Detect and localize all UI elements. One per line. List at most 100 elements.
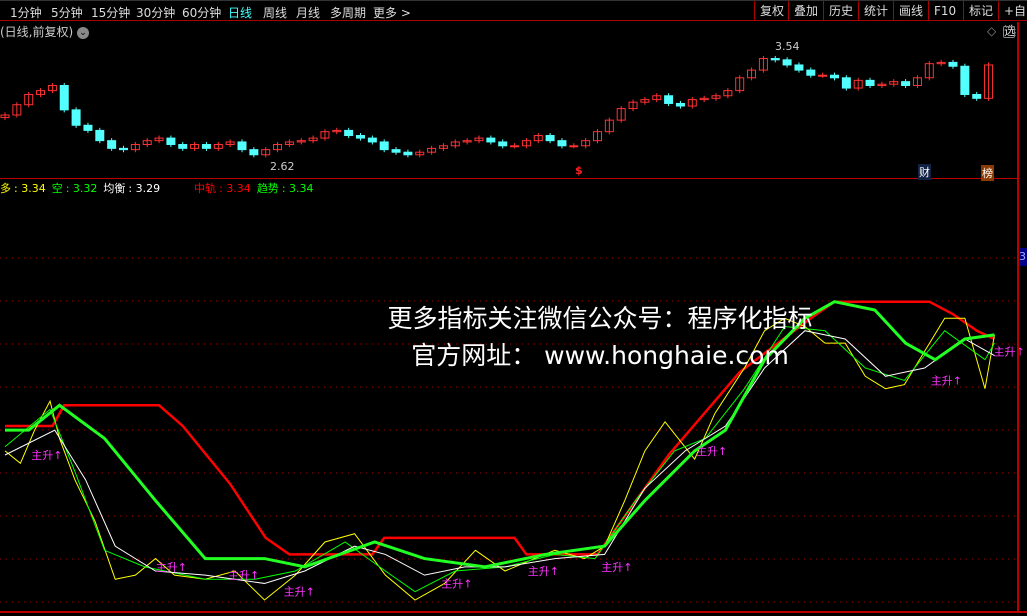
- candle-body: [296, 140, 306, 143]
- high-price-label: 3.54: [775, 40, 800, 53]
- candle-body: [486, 137, 496, 143]
- signal-label: 主升↑: [156, 561, 187, 574]
- candle-body: [794, 64, 804, 71]
- candle-body: [593, 131, 602, 142]
- candle-body: [213, 144, 223, 149]
- candle-body: [95, 129, 105, 142]
- candle-body: [249, 149, 259, 156]
- candle-body: [758, 58, 768, 71]
- tool-button-2[interactable]: 历史: [823, 1, 858, 21]
- dollar-marker[interactable]: $: [575, 164, 583, 177]
- candle-body: [71, 109, 81, 126]
- tool-button-1[interactable]: 叠加: [788, 1, 823, 21]
- candle-body: [415, 151, 425, 156]
- legend-label: 均衡: [103, 182, 126, 195]
- period-tab-1[interactable]: 5分钟: [51, 6, 83, 20]
- signal-label: 主升↑: [528, 565, 559, 578]
- legend-label: 趋势: [256, 182, 279, 195]
- right-axis-line: [1017, 22, 1019, 612]
- candle-body: [391, 149, 401, 153]
- tool-button-3[interactable]: 统计: [858, 1, 893, 21]
- candle-body: [24, 93, 34, 106]
- candle-body: [474, 137, 484, 142]
- candle-body: [569, 145, 579, 148]
- watermark-line2: 官方网址： www.honghaie.com: [411, 341, 789, 370]
- candle-body: [438, 145, 448, 149]
- candle-body: [201, 144, 211, 149]
- signal-label: 主升↑: [284, 586, 315, 599]
- signal-label: 主升↑: [696, 445, 727, 458]
- candle-body: [130, 144, 140, 151]
- candle-body: [984, 64, 994, 99]
- candle-body: [178, 144, 188, 149]
- kong-line: [4, 326, 995, 593]
- candle-body: [960, 65, 970, 95]
- candle-body: [533, 135, 543, 142]
- period-tab-5[interactable]: 日线: [228, 6, 253, 20]
- legend-label: 中轨: [194, 182, 217, 195]
- candle-body: [320, 131, 330, 139]
- candle-body: [865, 79, 875, 86]
- tool-button-7[interactable]: +自选: [998, 1, 1027, 38]
- diamond-icon[interactable]: ◇: [987, 24, 997, 38]
- tool-button-6[interactable]: 标记: [963, 1, 998, 21]
- legend-value: 3.29: [135, 182, 161, 195]
- period-tab-0[interactable]: 1分钟: [10, 6, 42, 20]
- low-price-label: 2.62: [270, 160, 295, 173]
- candle-body: [36, 90, 46, 95]
- period-tab-8[interactable]: 多周期: [330, 6, 367, 20]
- candle-body: [237, 141, 247, 151]
- candle-body: [581, 140, 591, 147]
- candle-body: [889, 81, 899, 85]
- candle-body: [0, 114, 10, 119]
- candle-body: [450, 141, 460, 147]
- candle-body: [841, 77, 851, 89]
- panel-toggle-icon[interactable]: [1003, 26, 1015, 38]
- tool-button-4[interactable]: 画线: [893, 1, 928, 21]
- candle-body: [948, 61, 958, 67]
- period-tab-4[interactable]: 60分钟: [182, 6, 222, 20]
- right-axis-value-label: 3: [1019, 248, 1027, 266]
- candle-body: [284, 141, 294, 146]
- tool-button-5[interactable]: F10: [928, 1, 961, 21]
- candle-body: [640, 99, 650, 103]
- watermark-line1: 更多指标关注微信公众号：程序化指标: [387, 304, 813, 333]
- legend-value: 3.32: [72, 182, 98, 195]
- legend-value: 3.34: [226, 182, 251, 195]
- period-tab-7[interactable]: 月线: [296, 6, 321, 20]
- period-tab-9[interactable]: 更多 >: [373, 6, 411, 20]
- signal-label: 主升↑: [441, 577, 472, 590]
- candle-body: [936, 61, 946, 65]
- candle-body: [912, 77, 922, 86]
- candle-body: [924, 63, 934, 79]
- legend-item: 空: 3.32: [51, 182, 98, 195]
- candle-body: [403, 151, 413, 156]
- candle-body: [675, 102, 685, 107]
- candle-body: [356, 135, 365, 139]
- candle-body: [47, 84, 57, 92]
- adjust-mode[interactable]: (日线,前复权) ⌄: [0, 23, 90, 40]
- candle-body: [119, 147, 128, 151]
- signal-label: 主升↑: [994, 345, 1025, 358]
- period-tab-2[interactable]: 15分钟: [91, 6, 131, 20]
- period-tab-6[interactable]: 周线: [263, 6, 288, 20]
- candle-body: [711, 95, 721, 99]
- signal-label: 主升↑: [931, 374, 962, 387]
- period-tab-3[interactable]: 30分钟: [136, 6, 176, 20]
- candle-body: [498, 141, 508, 147]
- legend-value: 3.34: [21, 182, 46, 195]
- candle-body: [972, 93, 982, 99]
- candle-body: [664, 95, 674, 104]
- candle-body: [427, 147, 437, 153]
- zhonggui-line: [5, 300, 996, 556]
- legend-item: 中轨: 3.34: [194, 182, 251, 195]
- cai-marker[interactable]: 财: [918, 164, 931, 180]
- chevron-down-circle-icon[interactable]: ⌄: [77, 26, 90, 39]
- candle-body: [557, 140, 567, 147]
- bang-marker[interactable]: 榜: [981, 165, 994, 181]
- legend-item: 多: 3.34: [0, 182, 46, 195]
- candle-body: [154, 137, 164, 142]
- candle-body: [877, 83, 887, 86]
- tool-button-0[interactable]: 复权: [754, 1, 789, 21]
